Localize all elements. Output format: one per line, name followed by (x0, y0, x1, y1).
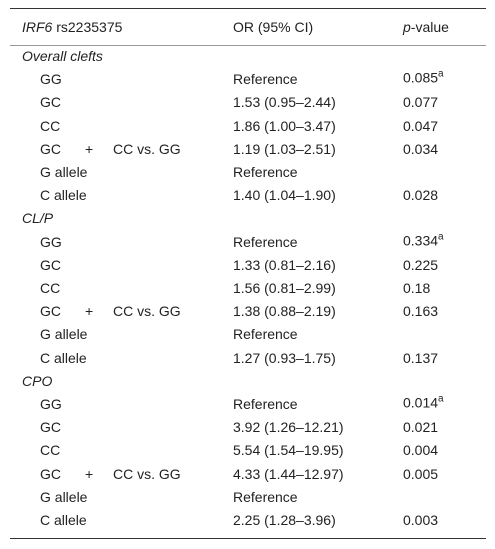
or-cell: Reference (233, 233, 298, 250)
footnote-mark: a (438, 231, 444, 243)
p-cell: 0.034 (403, 141, 438, 157)
p-value: 0.085 (403, 69, 439, 86)
p-cell: 0.003 (403, 512, 438, 528)
or-cell: Reference (233, 326, 298, 343)
p-value: 0.004 (403, 442, 439, 459)
p-value: 0.077 (403, 94, 439, 111)
bottom-rule (10, 538, 486, 539)
p-value: 0.18 (403, 280, 431, 296)
row-label-part: + (85, 465, 94, 482)
row-label: GC (40, 94, 61, 111)
snp: rs2235375 (56, 19, 123, 35)
row-label-part: GC (40, 140, 61, 157)
or-cell: Reference (233, 488, 298, 505)
or-cell: 1.38 (0.88–2.19) (233, 303, 336, 320)
gene: IRF6 (22, 19, 53, 35)
p-value: 0.021 (403, 419, 439, 436)
row-label: CC (40, 442, 61, 459)
row-label: GG (40, 233, 62, 250)
or-cell: 1.56 (0.81–2.99) (233, 280, 336, 296)
row-label-part: GC (40, 303, 61, 320)
p-cell: 0.047 (403, 118, 438, 134)
section-title: Overall clefts (22, 48, 103, 64)
row-label: CC (40, 117, 61, 134)
row-label: GG (40, 71, 62, 88)
p-cell: 0.18 (403, 280, 430, 296)
p-cell: 0.085a (403, 68, 444, 89)
p-value: 0.005 (403, 465, 439, 482)
p-value: 0.028 (403, 187, 439, 204)
p-value: 0.334 (403, 232, 439, 249)
row-label-part: CC vs. GG (113, 303, 181, 320)
or-cell: 3.92 (1.26–12.21) (233, 419, 344, 436)
or-cell: 1.19 (1.03–2.51) (233, 140, 336, 157)
p-value: 0.163 (403, 303, 439, 320)
p-value: 0.034 (403, 140, 439, 157)
top-rule (10, 8, 486, 9)
or-cell: 1.40 (1.04–1.90) (233, 187, 336, 204)
or-cell: Reference (233, 396, 298, 412)
row-label: G allele (40, 164, 88, 180)
p-cell: 0.028 (403, 187, 438, 203)
or-cell: 1.53 (0.95–2.44) (233, 94, 336, 111)
footnote-mark: a (438, 68, 444, 80)
row-label: G allele (40, 488, 88, 505)
or-cell: 2.25 (1.28–3.96) (233, 512, 336, 528)
p-cell: 0.004 (403, 442, 438, 458)
p-cell: 0.005 (403, 466, 438, 482)
or-cell: Reference (233, 71, 298, 88)
row-label-part: + (85, 303, 94, 320)
section-title: CL/P (22, 210, 54, 227)
section-title: CPO (22, 372, 53, 389)
p-value: 0.047 (403, 117, 439, 134)
p-cell: 0.225 (403, 257, 438, 273)
header-rule (10, 45, 486, 46)
or-cell: 1.27 (0.93–1.75) (233, 349, 336, 366)
p-value: 0.014 (403, 394, 439, 411)
header-gene-col: IRF6 rs2235375 (22, 19, 122, 35)
p-value: 0.003 (403, 512, 439, 528)
p-value: 0.225 (403, 256, 439, 273)
p-cell: 0.163 (403, 303, 438, 319)
or-cell: Reference (233, 164, 298, 180)
or-cell: 5.54 (1.54–19.95) (233, 442, 344, 459)
row-label-part: + (85, 140, 94, 157)
p-cell: 0.014a (403, 393, 444, 414)
header-or: OR (95% CI) (233, 19, 314, 35)
row-label: C allele (40, 187, 87, 204)
row-label: G allele (40, 326, 88, 343)
or-cell: 1.86 (1.00–3.47) (233, 117, 336, 134)
p-rest: -value (410, 19, 449, 35)
row-label: GC (40, 256, 61, 273)
p-cell: 0.334a (403, 231, 444, 251)
p-value: 0.137 (403, 349, 439, 366)
row-label-part: GC (40, 465, 61, 482)
row-label: CC (40, 280, 61, 296)
p-cell: 0.137 (403, 350, 438, 366)
row-label: GC (40, 419, 61, 436)
p-cell: 0.021 (403, 419, 438, 435)
row-label: GG (40, 396, 62, 412)
row-label: C allele (40, 512, 87, 528)
row-label: C allele (40, 349, 87, 366)
row-label-part: CC vs. GG (113, 140, 181, 157)
header-p: p-value (403, 19, 449, 35)
or-cell: 1.33 (0.81–2.16) (233, 256, 336, 273)
or-cell: 4.33 (1.44–12.97) (233, 465, 344, 482)
row-label-part: CC vs. GG (113, 465, 181, 482)
p-cell: 0.077 (403, 94, 438, 110)
footnote-mark: a (438, 393, 444, 405)
p-italic: p (403, 19, 411, 35)
